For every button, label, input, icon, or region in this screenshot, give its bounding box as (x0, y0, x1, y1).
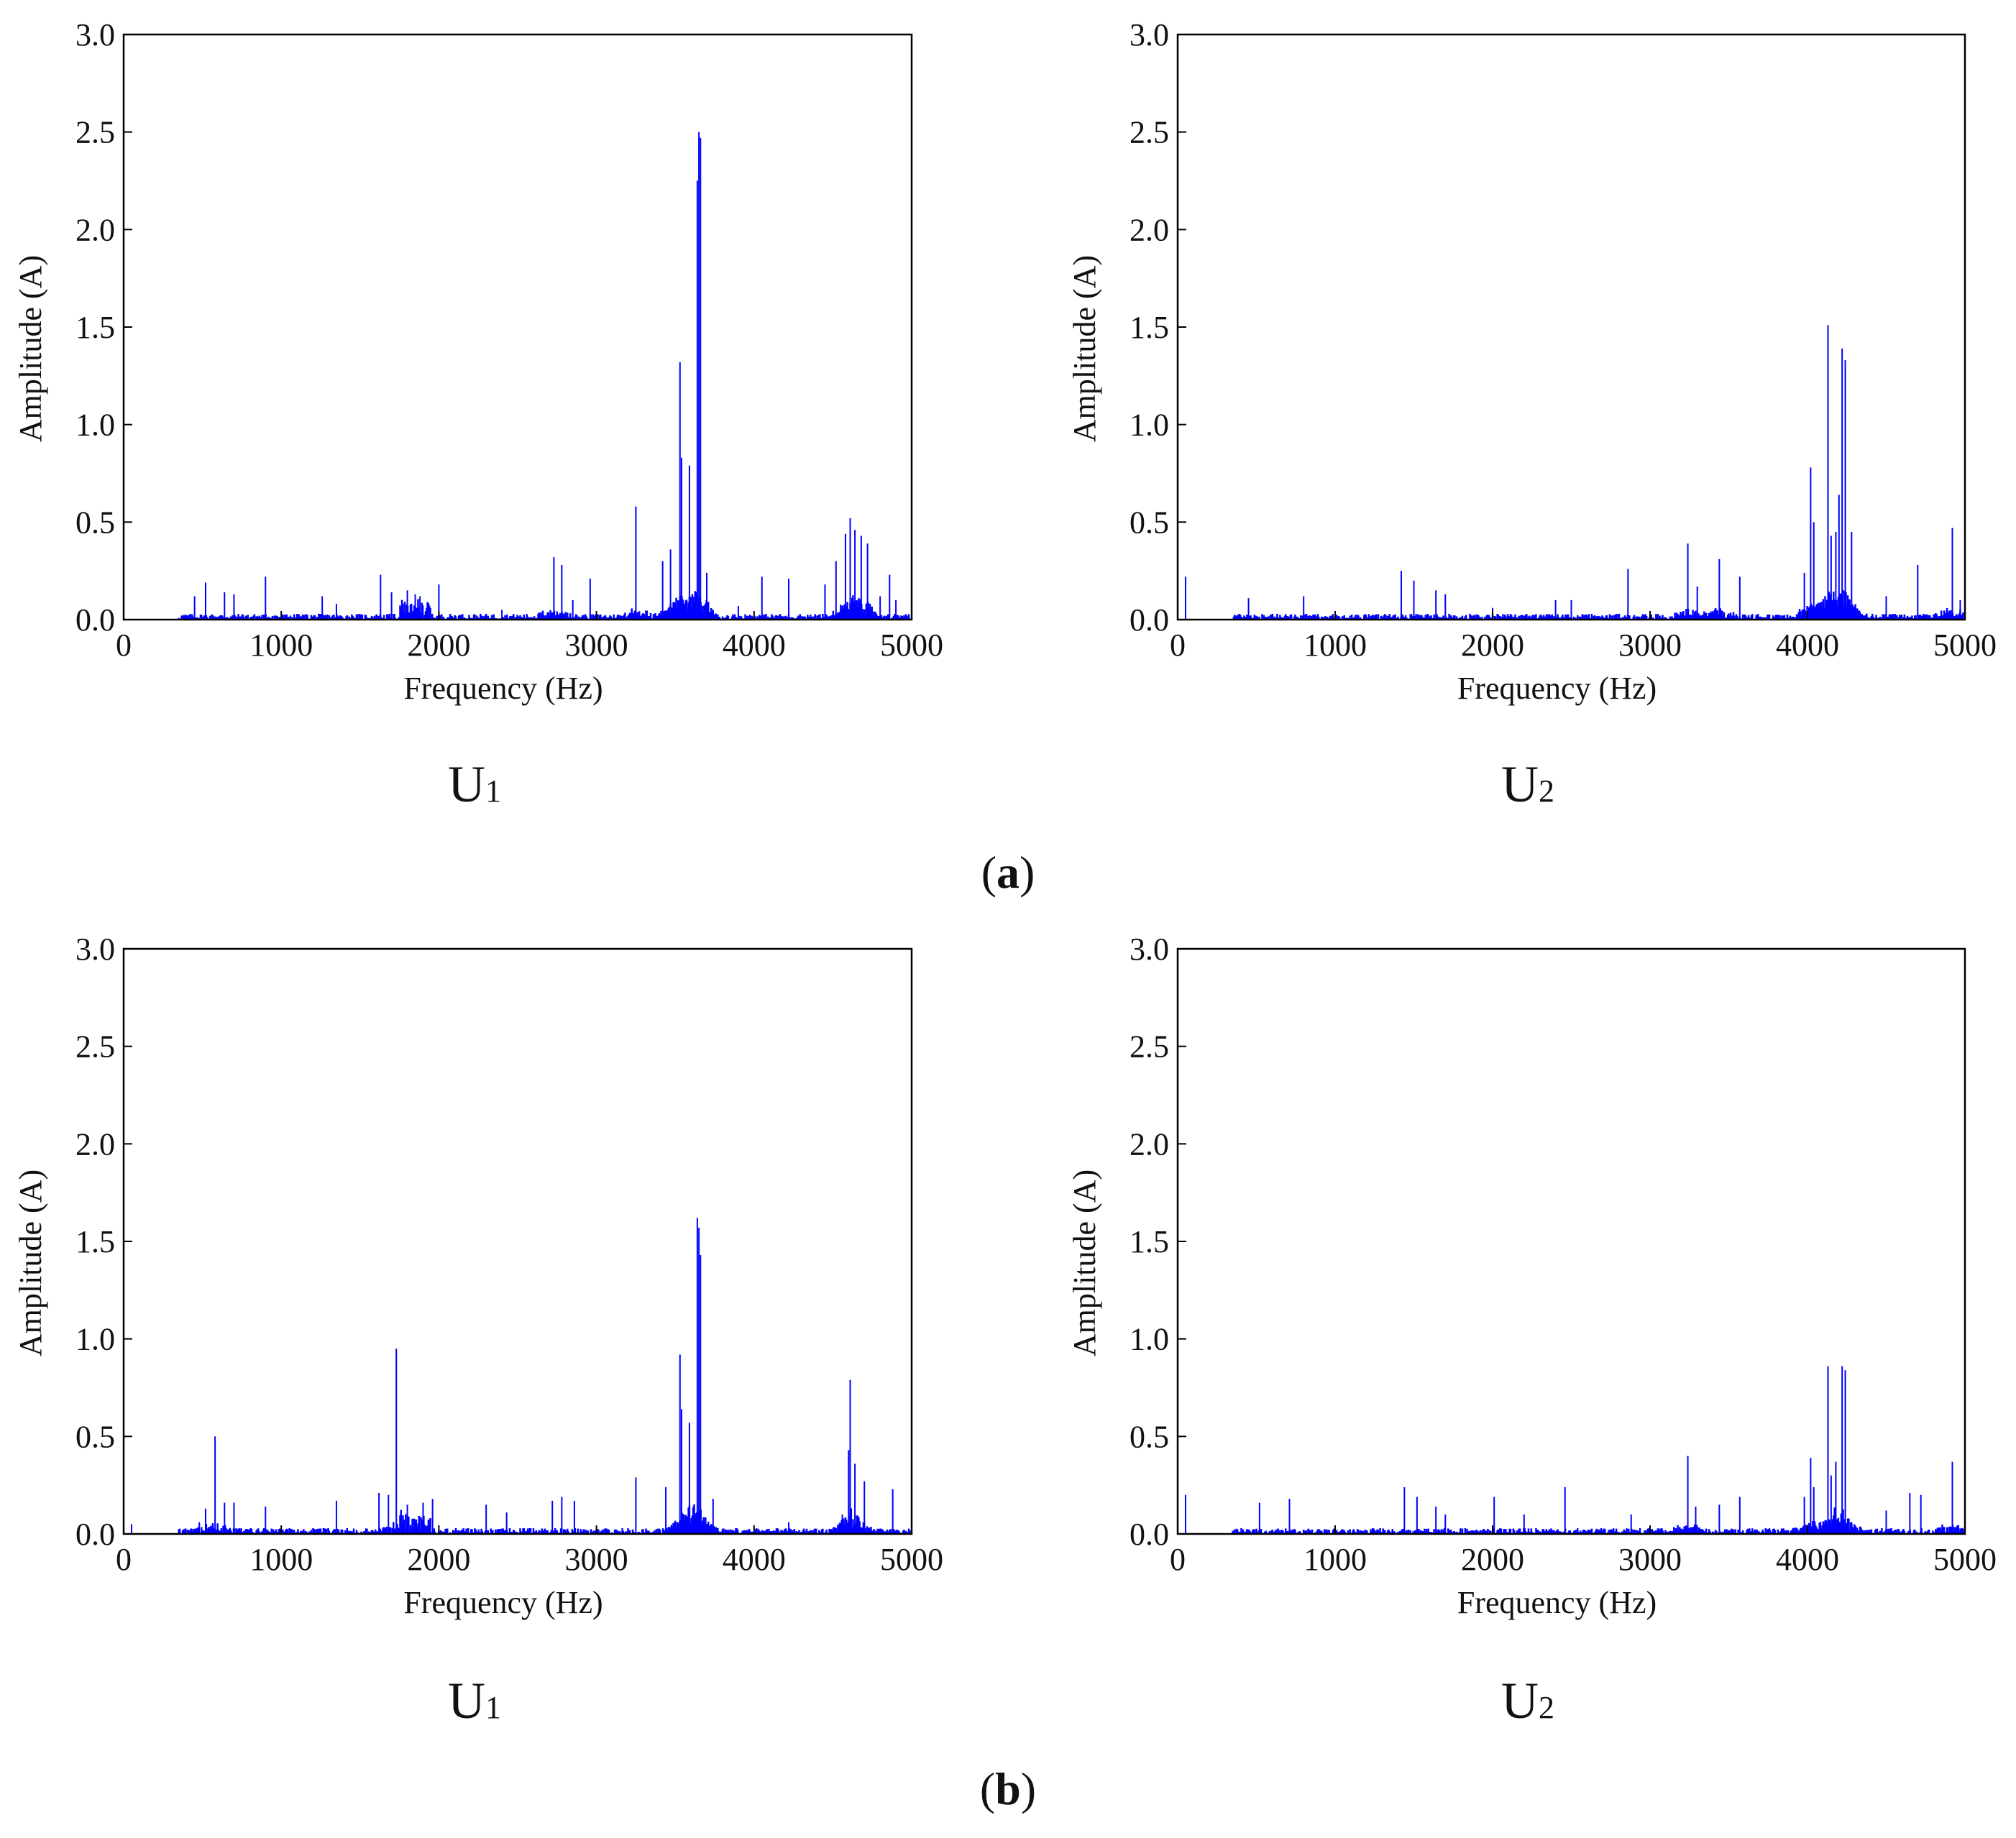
spectrum-series (1184, 325, 1961, 620)
x-tick-label: 2000 (1461, 1542, 1524, 1577)
x-tick-label: 5000 (1933, 628, 1997, 663)
x-tick-label: 1000 (249, 1542, 313, 1577)
x-tick-label: 4000 (1776, 1542, 1839, 1577)
x-tick-label: 3000 (565, 628, 628, 663)
y-tick-label: 2.5 (75, 1029, 115, 1065)
y-tick-label: 0.5 (1130, 1419, 1169, 1454)
y-tick-label: 1.0 (75, 1322, 115, 1357)
panel-label: U2 (1501, 1672, 1554, 1729)
chart-panel-2: 0.0 0.5 1.0 1.5 2.0 2.5 3.0 0 1000 2000 3000 4000 50… (1067, 17, 1997, 813)
panel-label: U2 (1501, 755, 1554, 813)
x-tick-label: 5000 (880, 1542, 943, 1577)
y-tick-label: 2.0 (1130, 1126, 1169, 1162)
y-tick-label: 2.5 (1130, 1029, 1169, 1065)
y-tick-label: 0.0 (75, 602, 115, 638)
x-tick-label: 2000 (407, 1542, 470, 1577)
y-tick-label: 0.0 (1130, 1517, 1169, 1552)
x-tick-label: 5000 (880, 628, 943, 663)
x-tick-label: 3000 (1618, 1542, 1682, 1577)
group-label-b: (b) (980, 1763, 1036, 1814)
y-axis-title: Amplitude (A) (1067, 1170, 1102, 1356)
y-tick-label: 2.0 (75, 212, 115, 247)
chart-panel-4: 0.0 0.5 1.0 1.5 2.0 2.5 3.0 0 1000 2000 3000 4000 50… (1067, 932, 1997, 1729)
spectrum-series (193, 132, 897, 620)
y-tick-label: 1.0 (1130, 408, 1169, 443)
x-tick-label: 0 (116, 628, 132, 663)
x-tick-label: 4000 (723, 628, 786, 663)
x-tick-label: 5000 (1933, 1542, 1997, 1577)
x-tick-label: 0 (1170, 1542, 1186, 1577)
x-tick-label: 1000 (1303, 628, 1367, 663)
x-tick-label: 0 (1170, 628, 1186, 663)
y-tick-label: 2.0 (1130, 212, 1169, 247)
chart-panel-3: 0.0 0.5 1.0 1.5 2.0 2.5 3.0 0 1000 2000 3000 4000 50… (13, 932, 943, 1729)
y-tick-label: 1.0 (75, 408, 115, 443)
noise-floor (1232, 1507, 1964, 1534)
x-axis-title: Frequency (Hz) (1457, 671, 1657, 706)
x-tick-label: 1000 (249, 628, 313, 663)
y-tick-label: 2.5 (1130, 115, 1169, 150)
x-tick-label: 2000 (1461, 628, 1524, 663)
noise-floor (178, 1504, 911, 1534)
x-tick-label: 4000 (723, 1542, 786, 1577)
x-axis-title: Frequency (Hz) (1457, 1585, 1657, 1620)
y-tick-label: 3.0 (1130, 17, 1169, 52)
noise-floor (178, 591, 911, 620)
plot-frame (1176, 33, 1966, 621)
plot-frame (1176, 947, 1966, 1535)
y-tick-label: 0.0 (75, 1517, 115, 1552)
panel-label: U1 (448, 1672, 501, 1729)
plot-frame (122, 33, 913, 621)
y-tick-label: 2.0 (75, 1126, 115, 1162)
y-axis-title: Amplitude (A) (13, 1170, 48, 1356)
plot-frame (122, 947, 913, 1535)
y-tick-label: 0.5 (1130, 505, 1169, 540)
y-axis-title: Amplitude (A) (13, 255, 48, 442)
x-axis-title: Frequency (Hz) (403, 671, 602, 706)
y-tick-label: 3.0 (75, 932, 115, 967)
y-tick-label: 0.5 (75, 505, 115, 540)
spectrum-series (1184, 1366, 1953, 1534)
y-tick-label: 3.0 (75, 17, 115, 52)
x-tick-label: 0 (116, 1542, 132, 1577)
x-tick-label: 3000 (565, 1542, 628, 1577)
noise-floor (1232, 589, 1964, 620)
spectrum-series (130, 1218, 894, 1534)
panel-label: U1 (448, 755, 501, 813)
x-tick-label: 1000 (1303, 1542, 1367, 1577)
x-tick-label: 3000 (1618, 628, 1682, 663)
y-tick-label: 2.5 (75, 115, 115, 150)
x-axis-title: Frequency (Hz) (403, 1585, 602, 1620)
y-tick-label: 0.5 (75, 1419, 115, 1454)
y-tick-label: 1.5 (75, 310, 115, 345)
group-label-a: (a) (981, 847, 1035, 898)
x-tick-label: 4000 (1776, 628, 1839, 663)
y-tick-label: 3.0 (1130, 932, 1169, 967)
chart-panel-1: 0.0 0.5 1.0 1.5 2.0 2.5 3.0 0 1000 2000 3000 4000 50… (13, 17, 943, 813)
y-axis-title: Amplitude (A) (1067, 255, 1102, 442)
x-tick-label: 2000 (407, 628, 470, 663)
y-tick-label: 1.5 (1130, 1224, 1169, 1259)
y-tick-label: 1.5 (1130, 310, 1169, 345)
y-tick-label: 0.0 (1130, 602, 1169, 638)
y-tick-label: 1.5 (75, 1224, 115, 1259)
y-tick-label: 1.0 (1130, 1322, 1169, 1357)
